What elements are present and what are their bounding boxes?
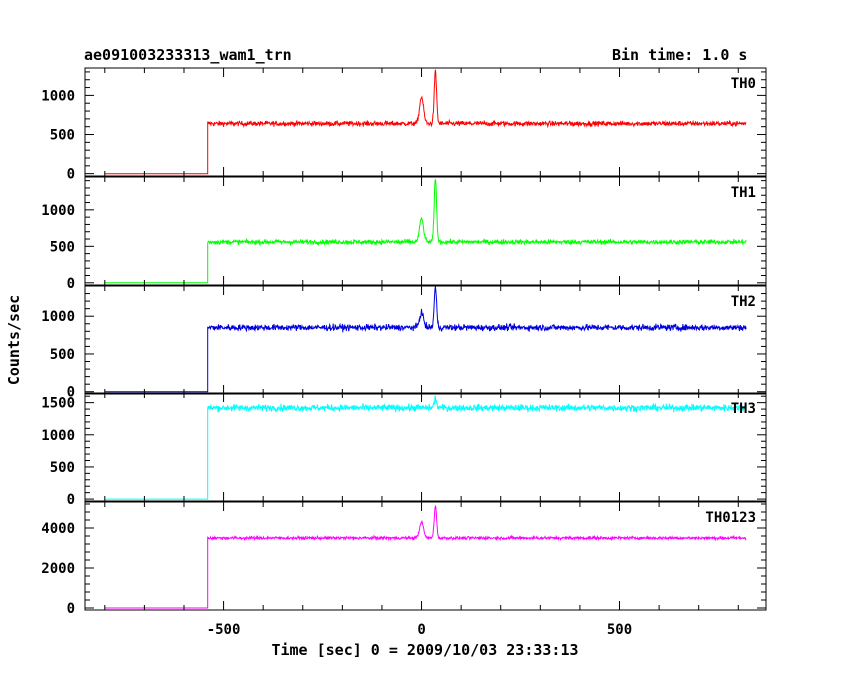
y-tick-label: 0 (67, 276, 75, 292)
panel-frame (84, 176, 767, 286)
panel-frame (84, 501, 767, 611)
y-tick-label: 1000 (41, 309, 75, 325)
x-tick-label: -500 (207, 622, 241, 638)
y-tick-label: 2000 (41, 561, 75, 577)
y-tick-label: 0 (67, 492, 75, 508)
series-line-th1 (104, 179, 747, 284)
panel-frame (84, 285, 767, 395)
panel-th1: 0 500 1000 TH1 (41, 176, 767, 292)
y-tick-label: 1000 (41, 88, 75, 104)
panel-label-th0123: TH0123 (705, 510, 756, 526)
x-axis-title: Time [sec] 0 = 2009/10/03 23:33:13 (271, 641, 578, 659)
y-tick-label: 0 (67, 385, 75, 401)
series-line-th3 (104, 395, 747, 500)
x-tick-label: 0 (417, 622, 425, 638)
y-axis-title: Counts/sec (5, 295, 23, 385)
panel-label-th2: TH2 (731, 294, 756, 310)
y-tick-label: 0 (67, 601, 75, 617)
y-tick-label: 1500 (41, 396, 75, 412)
bin-time-label: Bin time: 1.0 s (612, 46, 747, 64)
y-tick-label: 500 (50, 460, 75, 476)
x-tick-labels: -500 0 500 (207, 622, 632, 638)
panel-th3: 0 500 1000 1500 TH3 (41, 392, 767, 508)
series-line-th0123 (104, 504, 747, 609)
panel-label-th3: TH3 (731, 401, 756, 417)
y-tick-label: 500 (50, 239, 75, 255)
y-tick-label: 1000 (41, 428, 75, 444)
panel-th0123: 0 2000 4000 TH0123 (41, 501, 767, 617)
chart-title: ae091003233313_wam1_trn (84, 46, 292, 64)
panels-group: 0 500 1000 TH0 0 500 1000 TH1 0 500 1000 TH2 0 500 100… (41, 67, 767, 617)
series-line-th2 (104, 286, 747, 393)
y-tick-label: 4000 (41, 521, 75, 537)
panel-frame (84, 67, 767, 177)
panel-th2: 0 500 1000 TH2 (41, 285, 767, 401)
y-tick-label: 500 (50, 128, 75, 144)
panel-label-th1: TH1 (731, 185, 756, 201)
y-tick-label: 1000 (41, 203, 75, 219)
y-tick-label: 500 (50, 347, 75, 363)
x-tick-label: 500 (607, 622, 632, 638)
series-line-th0 (104, 69, 747, 175)
panel-label-th0: TH0 (731, 76, 756, 92)
panel-th0: 0 500 1000 TH0 (41, 67, 767, 183)
panel-frame (84, 392, 767, 502)
y-tick-label: 0 (67, 167, 75, 183)
